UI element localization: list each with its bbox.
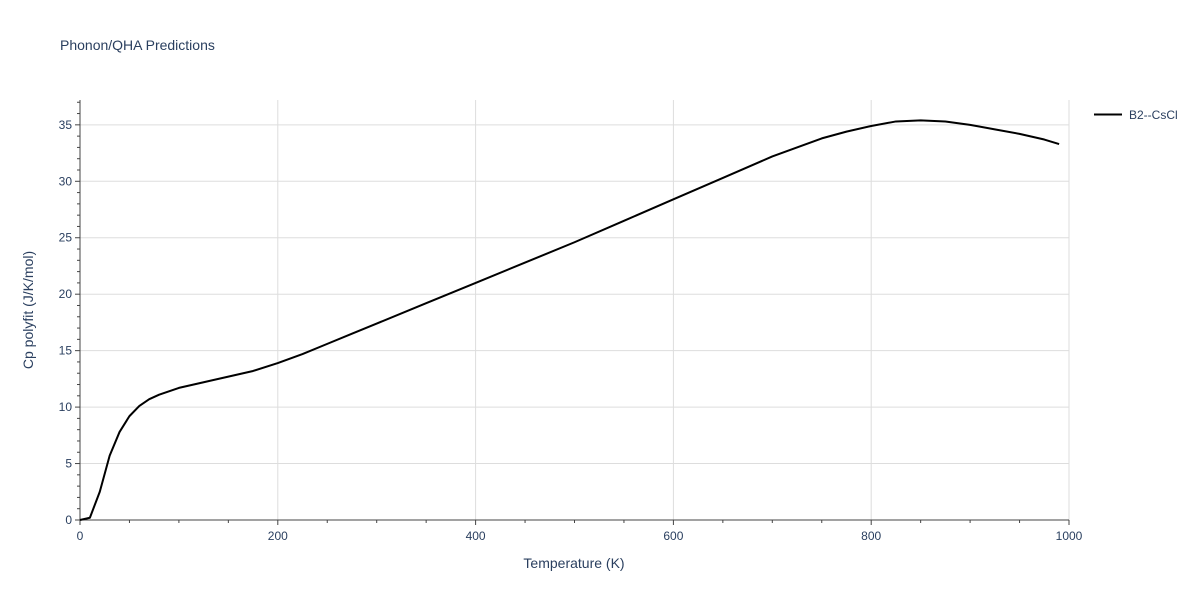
x-tick-label: 0 xyxy=(77,529,84,543)
x-tick-label: 200 xyxy=(268,529,288,543)
y-tick-label: 35 xyxy=(59,118,73,132)
chart-title: Phonon/QHA Predictions xyxy=(60,37,215,53)
y-tick-label: 25 xyxy=(59,231,73,245)
x-tick-label: 800 xyxy=(861,529,881,543)
x-tick-label: 600 xyxy=(663,529,683,543)
x-tick-label: 400 xyxy=(466,529,486,543)
y-tick-label: 10 xyxy=(59,400,73,414)
x-axis-label: Temperature (K) xyxy=(523,555,624,571)
x-tick-label: 1000 xyxy=(1056,529,1083,543)
series-line xyxy=(79,119,1060,521)
axes-layer xyxy=(79,100,1069,521)
legend[interactable]: B2--CsCl xyxy=(1094,108,1178,122)
legend-label: B2--CsCl xyxy=(1129,108,1178,122)
ticks-layer: 0 200 400 600 800 1000 0 5 10 15 20 25 30 35 xyxy=(59,101,1083,543)
y-tick-label: 5 xyxy=(65,457,72,471)
y-tick-label: 30 xyxy=(59,174,73,188)
series-layer xyxy=(79,119,1060,521)
y-tick-label: 20 xyxy=(59,287,73,301)
y-tick-label: 15 xyxy=(59,344,73,358)
grid-layer xyxy=(80,100,1070,520)
y-tick-label: 0 xyxy=(65,513,72,527)
y-axis-label: Cp polyfit (J/K/mol) xyxy=(20,251,36,369)
